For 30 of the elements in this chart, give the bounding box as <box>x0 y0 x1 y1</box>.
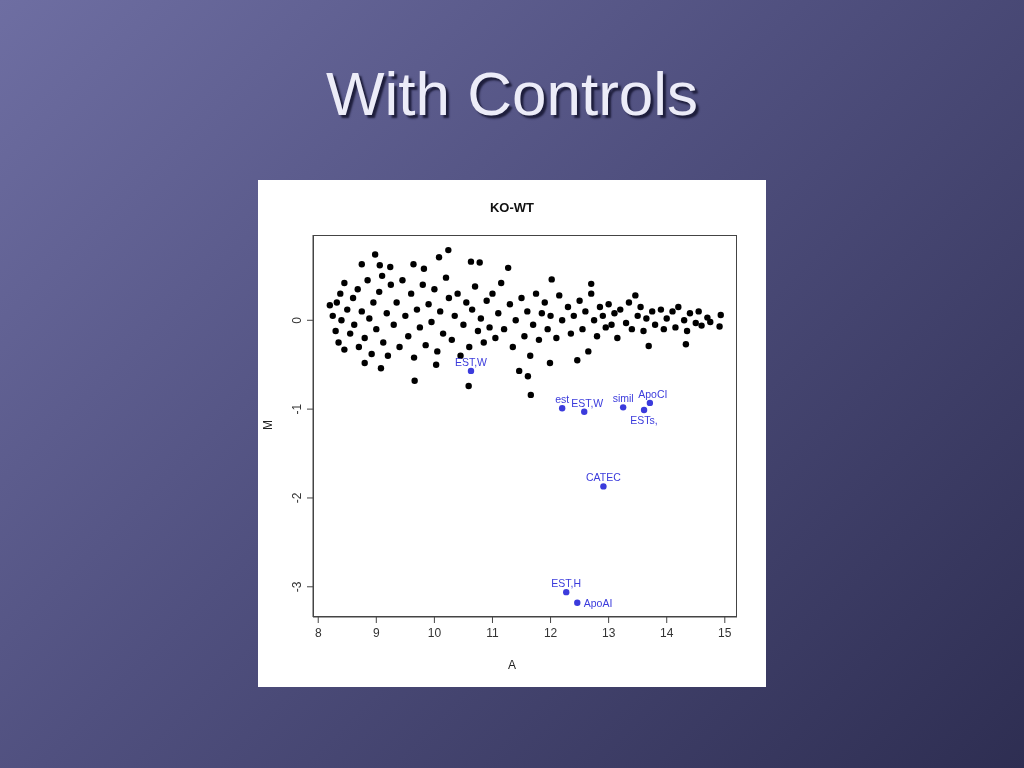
x-tick-label: 11 <box>486 626 500 640</box>
y-tick-label: 0 <box>290 316 304 324</box>
y-tick-label: -1 <box>290 403 304 415</box>
data-label: EST,H <box>551 577 582 590</box>
x-tick-label: 8 <box>314 626 322 640</box>
data-label: ApoCI <box>638 387 668 400</box>
data-label: EST,W <box>454 355 488 368</box>
chart-title: With Controls <box>324 58 700 130</box>
x-tick-label: 15 <box>718 626 732 640</box>
point <box>558 405 566 412</box>
point <box>600 483 607 490</box>
x-tick-label: 10 <box>427 626 442 640</box>
y-axis-title: M <box>261 419 275 432</box>
point <box>640 406 648 414</box>
data-label: est <box>555 393 570 406</box>
data-label: simil <box>612 392 634 405</box>
y-tick-label: -3 <box>290 581 304 593</box>
point <box>574 599 581 606</box>
y-tick-label: -2 <box>290 492 304 504</box>
x-tick-label: 13 <box>601 626 616 640</box>
x-tick-label: 9 <box>372 626 380 640</box>
data-label: EST,W <box>571 396 604 409</box>
data-label: ESTs, <box>630 414 658 427</box>
data-label: CATEC <box>586 471 622 484</box>
x-tick-label: 12 <box>543 626 558 640</box>
x-tick-label: 14 <box>660 626 674 640</box>
x-axis-title: A <box>507 658 517 672</box>
data-label: ApoAI <box>583 596 613 609</box>
point <box>619 404 627 411</box>
chart-subtitle: KO-WT <box>488 200 535 215</box>
